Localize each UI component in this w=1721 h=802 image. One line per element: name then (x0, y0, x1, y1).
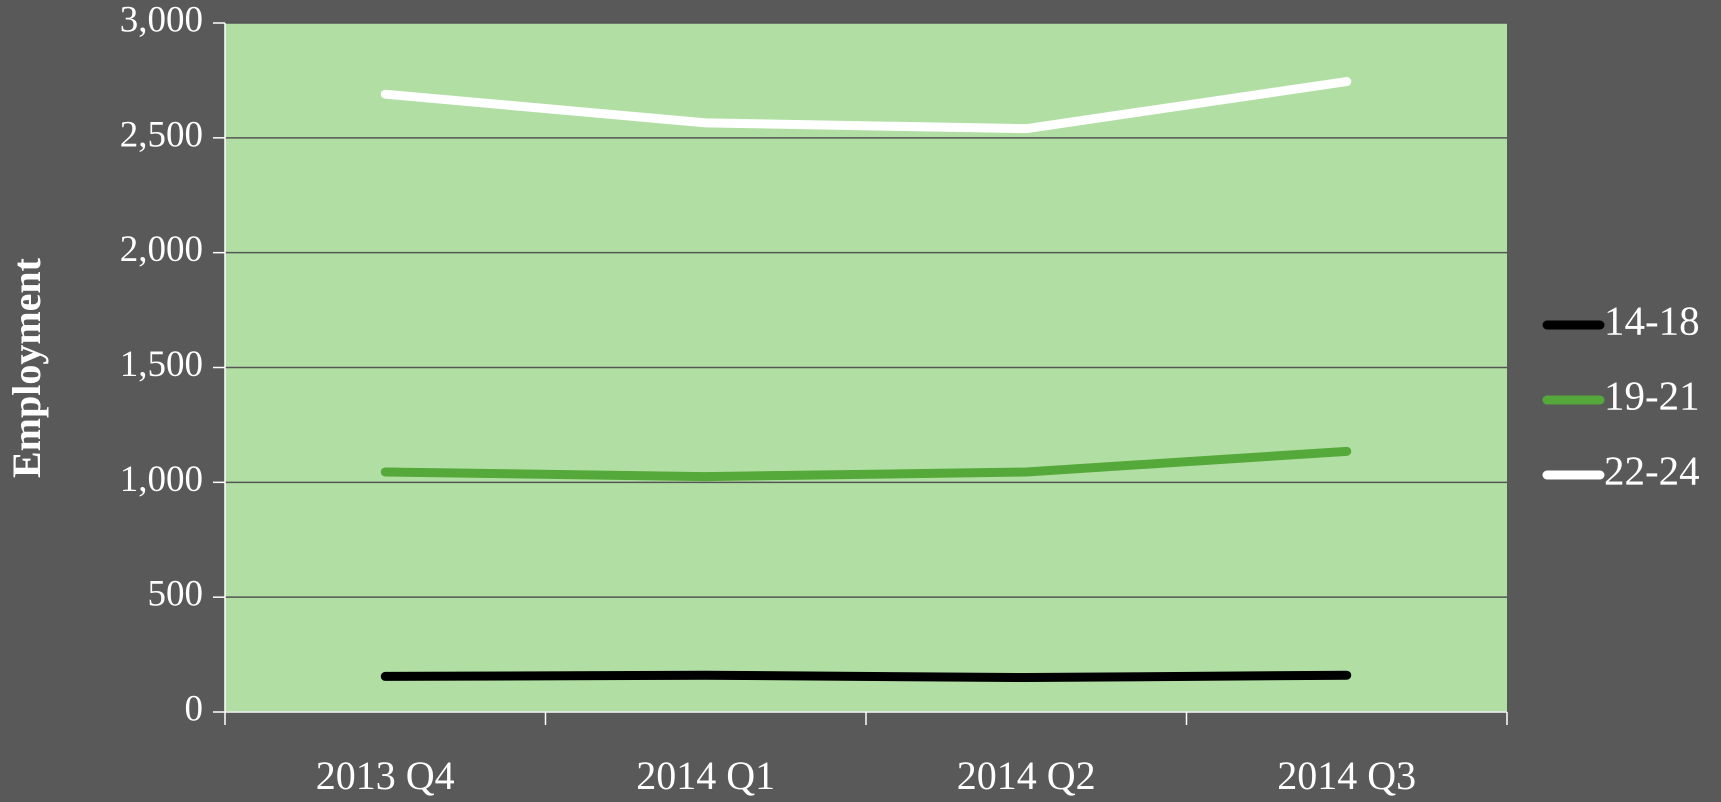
y-tick-label: 3,000 (120, 0, 203, 40)
y-tick-label: 1,500 (120, 344, 203, 385)
x-tick-label: 2014 Q2 (957, 753, 1096, 798)
x-tick-label: 2014 Q3 (1277, 753, 1416, 798)
y-tick-label: 1,000 (120, 459, 203, 500)
y-tick-label: 2,500 (120, 114, 203, 155)
series-line (380, 77, 1352, 134)
series-line (380, 446, 1352, 482)
legend-label: 19-21 (1604, 372, 1700, 418)
legend-label: 22-24 (1604, 447, 1700, 493)
x-tick-label: 2014 Q1 (636, 753, 775, 798)
series-line (380, 670, 1352, 683)
y-tick-label: 2,000 (120, 229, 203, 270)
y-tick-label: 500 (148, 574, 204, 615)
legend-label: 14-18 (1604, 297, 1700, 343)
y-tick-label: 0 (185, 688, 204, 729)
y-axis-label: Employment (4, 257, 49, 478)
x-tick-label: 2013 Q4 (316, 753, 455, 798)
